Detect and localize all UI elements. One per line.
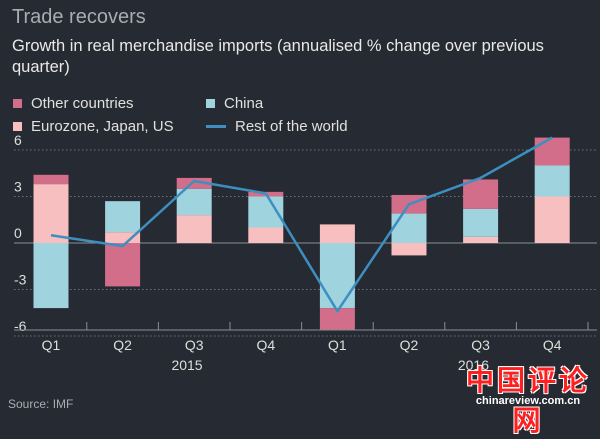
x-tick-label: Q2 — [400, 337, 419, 353]
bar-eurozone-japan-us-4 — [248, 227, 284, 243]
bar-other-countries-8 — [534, 137, 570, 166]
legend-label-eurozone-japan-us: Eurozone, Japan, US — [31, 117, 174, 135]
watermark-logo: 中国评论网 chinareview.com.cn — [460, 359, 596, 437]
bar-eurozone-japan-us-5 — [319, 224, 355, 243]
year-label: 2015 — [171, 357, 202, 373]
legend-swatch-china — [206, 98, 215, 108]
bar-eurozone-japan-us-3 — [176, 215, 212, 243]
y-tick-label: 6 — [14, 132, 22, 148]
y-tick-label: 3 — [14, 179, 22, 195]
source-note: Source: IMF — [8, 397, 74, 411]
bar-eurozone-japan-us-8 — [534, 196, 570, 243]
y-tick-label: 0 — [14, 225, 22, 241]
bar-china-2 — [105, 201, 141, 233]
x-tick-label: Q4 — [256, 337, 275, 353]
chart-subtitle: Growth in real merchandise imports (annu… — [12, 37, 544, 76]
bar-eurozone-japan-us-2 — [105, 232, 141, 243]
x-tick-label: Q2 — [113, 337, 132, 353]
watermark-url: chinareview.com.cn — [475, 395, 581, 407]
legend-line-rest-of-world — [206, 124, 226, 128]
bar-eurozone-japan-us-7 — [463, 236, 499, 243]
legend-swatch-other-countries — [13, 98, 22, 108]
legend-label-other-countries: Other countries — [31, 94, 134, 112]
y-tick-label: -6 — [14, 318, 27, 334]
chart-title: Trade recovers — [12, 6, 146, 28]
bar-china-7 — [463, 208, 499, 237]
bar-eurozone-japan-us-6 — [391, 243, 427, 256]
legend-swatch-eurozone-japan-us — [13, 121, 22, 131]
legend-item-other-countries: Other countries — [13, 94, 134, 112]
chart-plot: 6 3 0 -3 -6 Q1 Q2 Q3 Q4 Q1 Q2 Q3 Q4 2015 2016 — [14, 132, 597, 373]
bar-china-8 — [534, 165, 570, 197]
x-tick-label: Q3 — [185, 337, 204, 353]
x-tick-label: Q3 — [471, 337, 490, 353]
bar-eurozone-japan-us-1 — [33, 184, 69, 243]
y-tick-label: -3 — [14, 272, 27, 288]
bar-china-1 — [33, 243, 69, 309]
bar-china-5 — [319, 243, 355, 309]
legend-label-rest-of-world: Rest of the world — [235, 117, 348, 135]
year-label: 2016 — [458, 357, 489, 373]
x-tick-label: Q4 — [543, 337, 562, 353]
legend-label-china: China — [224, 94, 264, 112]
bar-other-countries-7 — [463, 179, 499, 209]
bar-other-countries-2 — [105, 243, 141, 287]
legend-item-rest-of-world: Rest of the world — [206, 117, 348, 135]
bar-other-countries-1 — [33, 174, 69, 185]
bar-other-countries-3 — [176, 177, 212, 189]
x-tick-label: Q1 — [328, 337, 347, 353]
legend-item-china: China — [206, 94, 263, 112]
legend-item-eurozone-japan-us: Eurozone, Japan, US — [13, 117, 174, 135]
line-rest-of-the-world — [50, 136, 553, 313]
x-tick-label: Q1 — [42, 337, 61, 353]
bar-china-6 — [391, 213, 427, 243]
bar-other-countries-5 — [319, 308, 355, 330]
